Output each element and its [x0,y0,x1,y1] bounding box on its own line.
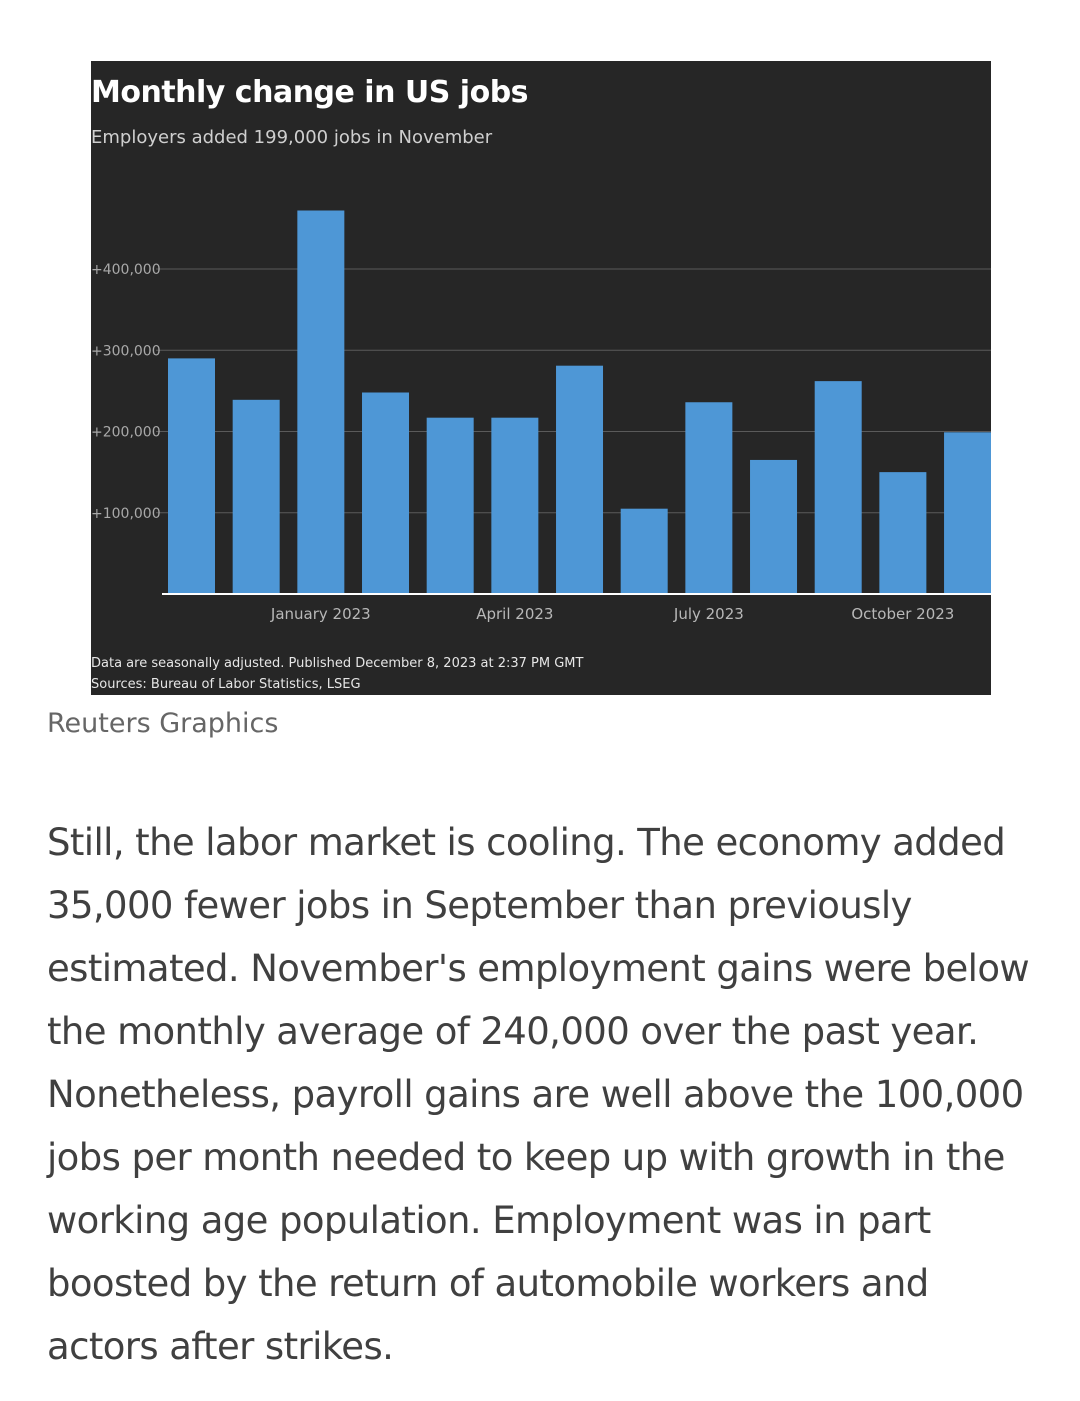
chart-title: Monthly change in US jobs [91,75,529,110]
bar-nov-2023 [944,432,991,594]
chart-card: Monthly change in US jobs Employers adde… [91,61,991,695]
y-tick-label: +300,000 [91,343,161,359]
y-tick-label: +400,000 [91,262,161,278]
graphic-credit: Reuters Graphics [47,708,279,739]
chart-footnote: Data are seasonally adjusted. Published … [91,653,583,695]
y-tick-label: +100,000 [91,506,161,522]
bar-nov-2022 [168,358,215,594]
bar-apr-2023 [491,417,539,594]
chart-subtitle: Employers added 199,000 jobs in November [91,127,493,148]
bar-oct-2023 [879,472,927,594]
y-tick-label: +200,000 [91,425,161,441]
chart-note: Data are seasonally adjusted. Published … [91,656,584,671]
bar-mar-2023 [426,417,474,594]
bar-jan-2023 [297,210,345,594]
x-tick-label: January 2023 [270,605,371,623]
x-tick-label: October 2023 [851,605,954,623]
x-tick-label: April 2023 [476,605,553,623]
bar-sep-2023 [814,381,862,594]
axes: January 2023 April 2023 July 2023 October 2… [162,593,991,623]
bar-jul-2023 [685,402,733,594]
chart-sources: Sources: Bureau of Labor Statistics, LSE… [91,677,361,692]
bar-jun-2023 [620,508,668,594]
article-paragraph: Still, the labor market is cooling. The … [47,821,1030,1368]
bar-dec-2022 [232,399,280,594]
bar-feb-2023 [362,392,410,594]
bar-chart: +100,000 +200,000 +300,000 +400,000 January… [91,210,991,623]
bar-may-2023 [556,365,604,594]
x-tick-label: July 2023 [673,605,744,623]
bar-aug-2023 [750,459,798,594]
bars [168,210,991,594]
